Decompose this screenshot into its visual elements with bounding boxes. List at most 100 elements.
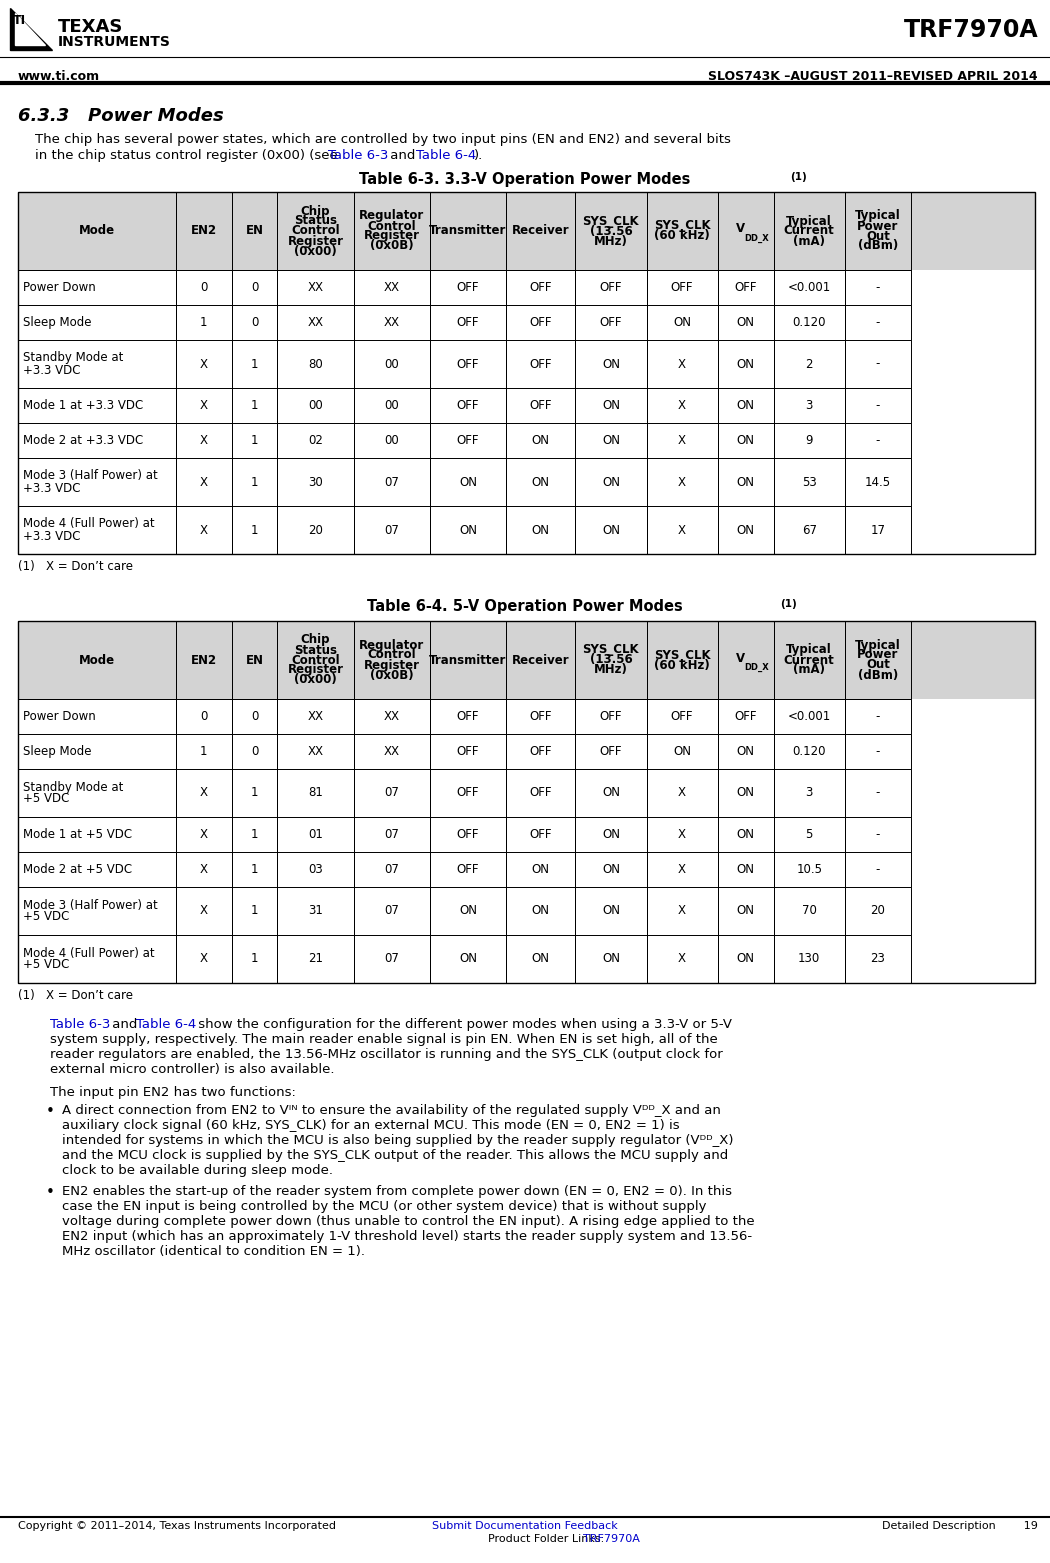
- Text: ON: ON: [531, 475, 550, 489]
- Bar: [774, 424, 845, 458]
- Text: ON: ON: [602, 435, 620, 447]
- Bar: [18, 458, 175, 506]
- Text: ON: ON: [602, 358, 620, 370]
- Bar: [354, 305, 429, 341]
- Bar: [718, 270, 774, 305]
- Text: •: •: [46, 1103, 55, 1119]
- Bar: [429, 341, 506, 388]
- Bar: [277, 886, 354, 935]
- Text: (0x00): (0x00): [294, 244, 337, 258]
- Text: 0: 0: [251, 281, 258, 294]
- Text: (dBm): (dBm): [858, 669, 898, 681]
- Bar: [774, 192, 845, 270]
- Text: Power: Power: [857, 219, 899, 233]
- Bar: [774, 735, 845, 769]
- Bar: [232, 341, 277, 388]
- Text: X: X: [678, 435, 686, 447]
- Bar: [18, 192, 175, 270]
- Text: +3.3 VDC: +3.3 VDC: [23, 364, 81, 377]
- Bar: [277, 935, 354, 983]
- Bar: [175, 458, 232, 506]
- Bar: [175, 388, 232, 424]
- Text: OFF: OFF: [734, 281, 757, 294]
- Text: 00: 00: [384, 358, 399, 370]
- Text: Regulator: Regulator: [359, 209, 424, 222]
- Bar: [774, 506, 845, 553]
- Bar: [575, 735, 647, 769]
- Bar: [845, 458, 911, 506]
- Text: (0x0B): (0x0B): [370, 239, 414, 253]
- Bar: [429, 621, 506, 699]
- Bar: [506, 769, 575, 817]
- Bar: [718, 341, 774, 388]
- Text: SYS_CLK: SYS_CLK: [583, 644, 639, 656]
- Text: Typical: Typical: [855, 209, 901, 222]
- Bar: [18, 769, 175, 817]
- Text: 07: 07: [384, 786, 399, 800]
- Text: 70: 70: [802, 905, 817, 917]
- Bar: [845, 506, 911, 553]
- Bar: [18, 341, 175, 388]
- Text: Typical: Typical: [855, 639, 901, 652]
- Bar: [575, 621, 647, 699]
- Text: <0.001: <0.001: [788, 281, 831, 294]
- Bar: [575, 458, 647, 506]
- Text: OFF: OFF: [529, 316, 552, 328]
- Text: X: X: [200, 828, 208, 841]
- Bar: [774, 935, 845, 983]
- Bar: [506, 458, 575, 506]
- Text: 30: 30: [308, 475, 322, 489]
- Text: -: -: [876, 863, 880, 875]
- Bar: [718, 817, 774, 852]
- Text: XX: XX: [383, 710, 400, 724]
- Text: ON: ON: [737, 399, 755, 413]
- Bar: [175, 270, 232, 305]
- Text: (1): (1): [790, 172, 806, 181]
- Bar: [845, 817, 911, 852]
- Text: EN: EN: [246, 653, 264, 666]
- Text: Detailed Description        19: Detailed Description 19: [882, 1521, 1038, 1532]
- Bar: [175, 305, 232, 341]
- Text: 1: 1: [251, 952, 258, 966]
- Bar: [575, 506, 647, 553]
- Bar: [232, 935, 277, 983]
- Bar: [845, 735, 911, 769]
- Bar: [429, 852, 506, 886]
- Bar: [845, 192, 911, 270]
- Bar: [354, 424, 429, 458]
- Bar: [718, 852, 774, 886]
- Bar: [354, 458, 429, 506]
- Text: X: X: [200, 399, 208, 413]
- Text: reader regulators are enabled, the 13.56-MHz oscillator is running and the SYS_C: reader regulators are enabled, the 13.56…: [50, 1049, 722, 1061]
- Bar: [506, 506, 575, 553]
- Text: Mode: Mode: [79, 653, 114, 666]
- Text: Register: Register: [288, 234, 343, 247]
- Bar: [232, 886, 277, 935]
- Bar: [429, 192, 506, 270]
- Bar: [575, 699, 647, 735]
- Bar: [429, 769, 506, 817]
- Text: ON: ON: [531, 435, 550, 447]
- Text: (60 kHz): (60 kHz): [654, 658, 710, 672]
- Text: 20: 20: [870, 905, 885, 917]
- Text: 80: 80: [308, 358, 322, 370]
- Bar: [845, 388, 911, 424]
- Text: A direct connection from EN2 to Vᴵᴺ to ensure the availability of the regulated : A direct connection from EN2 to Vᴵᴺ to e…: [62, 1103, 721, 1118]
- Text: Table 6-3: Table 6-3: [50, 1018, 110, 1032]
- Bar: [354, 388, 429, 424]
- Text: X: X: [200, 905, 208, 917]
- Text: OFF: OFF: [529, 828, 552, 841]
- Text: OFF: OFF: [529, 399, 552, 413]
- Text: ON: ON: [531, 524, 550, 536]
- Text: and the MCU clock is supplied by the SYS_CLK output of the reader. This allows t: and the MCU clock is supplied by the SYS…: [62, 1149, 729, 1161]
- Bar: [277, 735, 354, 769]
- Text: OFF: OFF: [457, 316, 479, 328]
- Bar: [175, 935, 232, 983]
- Bar: [774, 817, 845, 852]
- Text: +3.3 VDC: +3.3 VDC: [23, 530, 81, 542]
- Bar: [354, 935, 429, 983]
- Text: 0: 0: [200, 281, 207, 294]
- Bar: [175, 341, 232, 388]
- Text: EN2 input (which has an approximately 1-V threshold level) starts the reader sup: EN2 input (which has an approximately 1-…: [62, 1230, 752, 1243]
- Text: Mode 2 at +5 VDC: Mode 2 at +5 VDC: [23, 863, 132, 875]
